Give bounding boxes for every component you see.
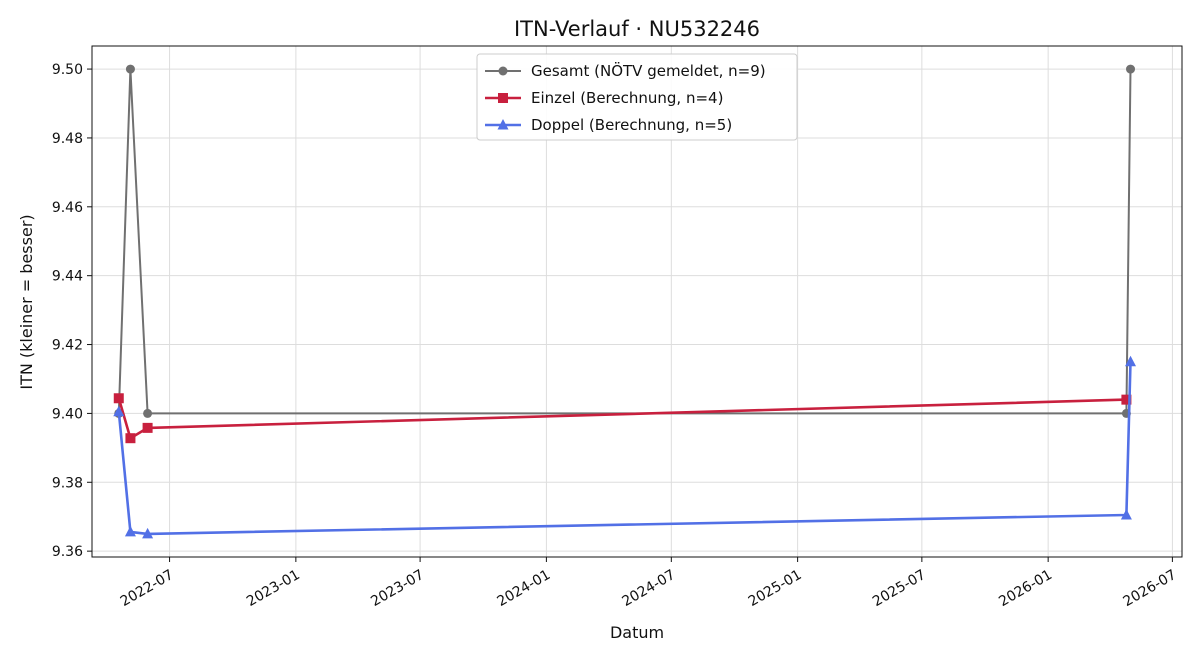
y-axis-label: ITN (kleiner = besser) <box>17 214 36 389</box>
x-tick-label: 2025-07 <box>870 567 929 610</box>
data-point-doppel <box>1120 508 1132 520</box>
data-point-gesamt <box>125 64 135 74</box>
data-point-gesamt <box>143 408 153 418</box>
y-tick-label: 9.48 <box>52 131 83 147</box>
x-axis-label: Datum <box>610 623 664 642</box>
legend-label-doppel: Doppel (Berechnung, n=5) <box>531 116 732 134</box>
legend: Gesamt (NÖTV gemeldet, n=9) Einzel (Berec… <box>476 53 798 141</box>
series-line-einzel <box>117 397 1127 440</box>
data-point-einzel <box>125 433 136 444</box>
data-point-einzel <box>113 393 124 404</box>
y-tick-label: 9.40 <box>52 406 83 422</box>
legend-marker-einzel <box>498 93 508 103</box>
x-tick-label: 2023-07 <box>368 567 427 610</box>
x-axis-ticks: 2022-07 2023-01 2023-07 2024-01 2024-07 2025-… <box>118 557 1179 610</box>
data-point-einzel <box>142 422 153 433</box>
y-tick-label: 9.42 <box>52 338 83 354</box>
legend-marker-gesamt <box>498 66 508 76</box>
x-tick-label: 2022-07 <box>118 567 177 610</box>
legend-label-einzel: Einzel (Berechnung, n=4) <box>531 89 723 107</box>
legend-marker-doppel <box>497 119 509 130</box>
x-tick-label: 2024-07 <box>619 567 678 610</box>
data-point-doppel <box>124 525 136 537</box>
series-line-doppel <box>117 361 1132 536</box>
chart-title: ITN-Verlauf · NU532246 <box>514 17 760 41</box>
x-tick-label: 2025-01 <box>746 567 805 610</box>
y-tick-label: 9.50 <box>52 62 83 78</box>
legend-entry-einzel: Einzel (Berechnung, n=4) <box>485 89 723 107</box>
y-tick-label: 9.44 <box>52 269 83 285</box>
data-point-gesamt <box>1126 64 1136 74</box>
legend-entry-doppel: Doppel (Berechnung, n=5) <box>485 116 732 134</box>
y-tick-label: 9.46 <box>52 200 83 216</box>
x-tick-label: 2026-07 <box>1121 567 1180 610</box>
x-tick-label: 2026-01 <box>996 567 1055 610</box>
plot-frame <box>91 45 1183 558</box>
y-tick-label: 9.36 <box>52 544 83 560</box>
series-layer <box>113 64 1137 539</box>
x-tick-label: 2024-01 <box>495 567 554 610</box>
legend-entry-gesamt: Gesamt (NÖTV gemeldet, n=9) <box>485 61 766 80</box>
legend-label-gesamt: Gesamt (NÖTV gemeldet, n=9) <box>531 61 766 80</box>
data-point-einzel <box>1121 394 1132 405</box>
series-einzel <box>113 393 1132 444</box>
data-point-doppel <box>113 405 125 417</box>
series-doppel <box>113 355 1137 539</box>
y-tick-label: 9.38 <box>52 475 83 491</box>
y-axis-ticks: 9.36 9.38 9.40 9.42 9.44 9.46 9.48 9.50 <box>52 62 92 560</box>
data-point-doppel <box>1125 355 1137 367</box>
data-point-doppel <box>142 527 154 539</box>
x-tick-label: 2023-01 <box>244 567 303 610</box>
legend-box <box>476 53 798 141</box>
